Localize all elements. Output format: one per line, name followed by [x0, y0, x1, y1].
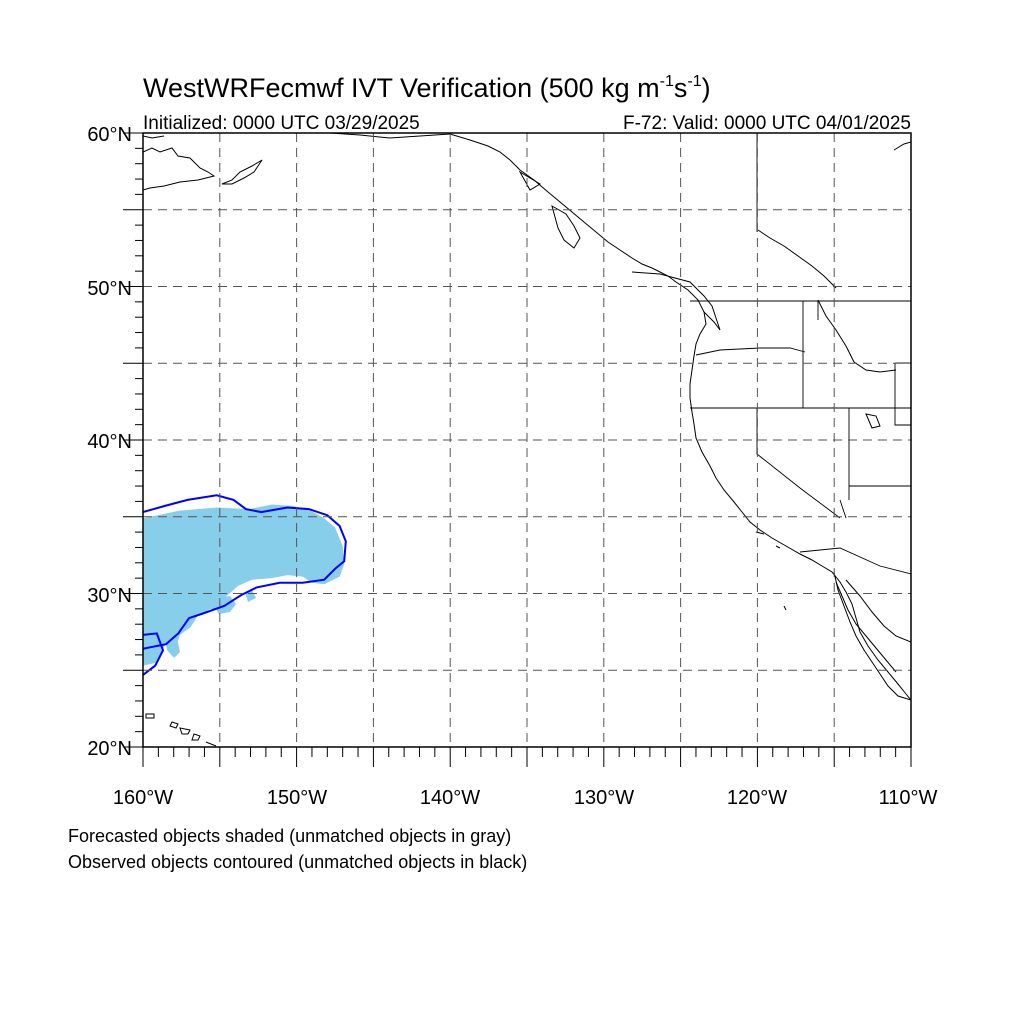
latitude-labels: 60°N 50°N 40°N 30°N 20°N	[87, 124, 132, 760]
observed-object-contour-loop	[143, 632, 165, 676]
axis-ticks	[123, 132, 912, 767]
lon-label-130w: 130°W	[574, 787, 634, 809]
lon-label-140w: 140°W	[420, 787, 480, 809]
longitude-labels: 160°W 150°W 140°W 130°W 120°W 110°W	[113, 787, 938, 809]
lon-label-160w: 160°W	[113, 787, 173, 809]
coastlines	[143, 133, 911, 747]
lon-label-120w: 120°W	[727, 787, 787, 809]
map-title: WestWRFecmwf IVT Verification (500 kg m-…	[143, 73, 711, 103]
lat-label-60: 60°N	[87, 124, 132, 146]
lon-label-110w: 110°W	[879, 787, 938, 809]
lat-label-50: 50°N	[87, 278, 132, 300]
observed-object-contour	[143, 494, 347, 650]
caption-observed: Observed objects contoured (unmatched ob…	[68, 852, 528, 872]
forecast-object-shading	[143, 504, 345, 666]
lat-label-40: 40°N	[87, 431, 132, 453]
lat-label-20: 20°N	[87, 738, 132, 760]
caption-forecast: Forecasted objects shaded (unmatched obj…	[68, 826, 512, 846]
lon-label-150w: 150°W	[267, 787, 327, 809]
valid-time: F-72: Valid: 0000 UTC 04/01/2025	[623, 113, 911, 134]
gridlines	[143, 133, 911, 747]
initialized-time: Initialized: 0000 UTC 03/29/2025	[143, 113, 420, 134]
lat-label-30: 30°N	[87, 585, 132, 607]
political-borders	[690, 133, 911, 575]
